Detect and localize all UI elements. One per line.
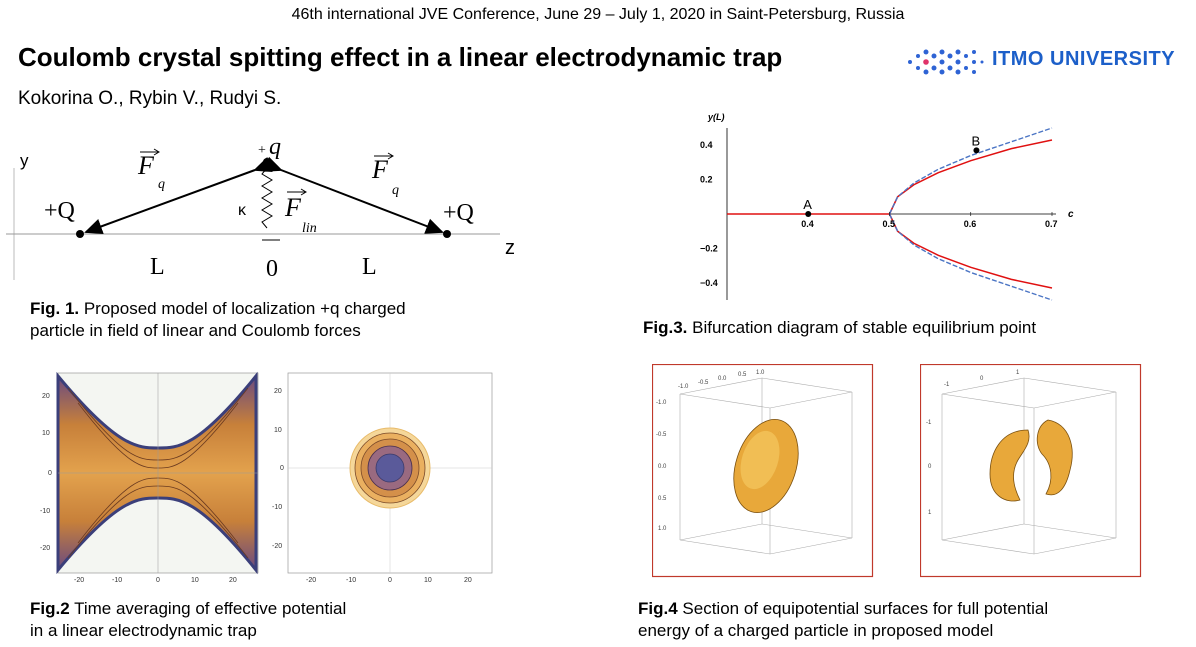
fig4-right-tick: 0 bbox=[980, 376, 984, 382]
fig3-point-label: A bbox=[803, 197, 812, 212]
fig4-caption: Fig.4 Section of equipotential surfaces … bbox=[638, 599, 1049, 640]
fig3-series-line bbox=[888, 213, 1053, 289]
fig4-left-side-tick: 0.5 bbox=[658, 496, 667, 502]
fig4-left-tick: -1.0 bbox=[678, 384, 689, 390]
fig2-right-tick-x: 0 bbox=[388, 577, 392, 584]
force-q-right: F q bbox=[371, 152, 399, 198]
fig3-caption: Fig.3. Bifurcation diagram of stable equ… bbox=[643, 318, 1037, 337]
fig2-left-tick-y: -10 bbox=[40, 508, 50, 515]
fig2-circle-inner bbox=[375, 453, 405, 483]
fig4-left-tick: 0.5 bbox=[738, 372, 747, 378]
dist-right-label: L bbox=[362, 254, 377, 280]
fig3-y-tick: 0.4 bbox=[700, 140, 713, 150]
fig4-right-tick: 1 bbox=[1016, 370, 1020, 376]
fig4-left-side-tick: -1.0 bbox=[656, 400, 667, 406]
svg-text:F: F bbox=[371, 155, 389, 184]
fig3-point-b bbox=[973, 147, 980, 154]
fig4-left-tick: 1.0 bbox=[756, 370, 765, 376]
fig3-x-tick: 0.5 bbox=[883, 219, 896, 229]
fig3-x-label: c bbox=[1068, 209, 1074, 220]
fig4-right-side-tick: 1 bbox=[928, 510, 932, 516]
svg-text:q: q bbox=[392, 183, 399, 198]
force-right-arrow bbox=[263, 156, 444, 234]
fig2-right-tick-y: -20 bbox=[272, 543, 282, 550]
charge-top-label: q bbox=[269, 138, 281, 160]
fig3-y-tick: −0.2 bbox=[700, 243, 718, 253]
charge-right-label: +Q bbox=[443, 200, 474, 226]
fig2-right-tick-y: 10 bbox=[274, 427, 282, 434]
fig1-y-label: y bbox=[20, 151, 29, 170]
fig2-left-tick-x: 10 bbox=[191, 577, 199, 584]
fig2-right-tick-x: -20 bbox=[306, 577, 316, 584]
fig3-x-tick: 0.6 bbox=[964, 219, 977, 229]
fig4-right-side-tick: 0 bbox=[928, 464, 932, 470]
svg-text:lin: lin bbox=[302, 221, 317, 236]
fig3-y-tick: 0.2 bbox=[700, 175, 713, 185]
charge-right-dot bbox=[443, 230, 451, 238]
fig2-caption: Fig.2 Time averaging of effective potent… bbox=[30, 599, 347, 640]
fig2-left-tick-x: -20 bbox=[74, 577, 84, 584]
fig2-left-tick-y: -20 bbox=[40, 545, 50, 552]
fig4-right-surface-left bbox=[989, 429, 1030, 502]
force-lin: F lin bbox=[284, 188, 317, 236]
fig3-y-label: y(L) bbox=[707, 112, 725, 122]
fig4-right-surface-right bbox=[1036, 419, 1073, 496]
fig2-right-plot: 20 10 0 -10 -20 -20 -10 0 10 20 bbox=[272, 372, 493, 584]
fig1-z-label: z bbox=[505, 237, 515, 259]
fig2-left-tick-x: 0 bbox=[156, 577, 160, 584]
charge-left-dot bbox=[76, 230, 84, 238]
fig1-caption: Fig. 1. Proposed model of localization +… bbox=[30, 299, 406, 340]
svg-text:F: F bbox=[137, 151, 155, 180]
fig3-y-tick: −0.4 bbox=[700, 278, 718, 288]
svg-text:q: q bbox=[158, 177, 165, 192]
fig2-right-tick-y: 0 bbox=[280, 465, 284, 472]
fig4-right-plot: -1 0 1 -1 0 1 bbox=[920, 364, 1142, 578]
fig2-right-tick-y: -10 bbox=[272, 504, 282, 511]
fig3-x-tick: 0.4 bbox=[801, 219, 814, 229]
fig2-right-tick-x: 10 bbox=[424, 577, 432, 584]
fig4-left-plot: -1.0 -0.5 0.0 0.5 1.0 -1.0 -0.5 0.0 0.5 … bbox=[652, 364, 874, 578]
spring-label: κ bbox=[238, 202, 247, 219]
fig4-left-side-tick: -0.5 bbox=[656, 432, 667, 438]
fig2-left-tick-y: 10 bbox=[42, 430, 50, 437]
fig3-series-line bbox=[888, 139, 1053, 215]
fig4-right-tick: -1 bbox=[944, 382, 950, 388]
fig3-point-label: B bbox=[971, 133, 980, 148]
charge-left-label: +Q bbox=[44, 198, 75, 224]
spring-icon bbox=[261, 167, 273, 229]
fig4-right-side-tick: -1 bbox=[926, 420, 932, 426]
fig4-left-side-tick: 0.0 bbox=[658, 464, 667, 470]
charge-top-sign: + bbox=[258, 143, 266, 158]
fig3-x-tick: 0.7 bbox=[1045, 219, 1058, 229]
fig4-left-tick: -0.5 bbox=[698, 380, 709, 386]
authors: Kokorina O., Rybin V., Rudyi S. bbox=[18, 88, 282, 109]
svg-text:F: F bbox=[284, 193, 302, 222]
fig4-left-side-tick: 1.0 bbox=[658, 526, 667, 532]
conference-banner: 46th international JVE Conference, June … bbox=[291, 6, 905, 23]
fig1-diagram: y z +Q +Q + q F q F q F lin κ L L 0 bbox=[6, 138, 515, 282]
fig3-point-a bbox=[805, 211, 812, 217]
fig2-left-tick-y: 0 bbox=[48, 470, 52, 477]
force-q-left: F q bbox=[137, 148, 165, 192]
fig2-left-tick-y: 20 bbox=[42, 393, 50, 400]
dist-left-label: L bbox=[150, 254, 165, 280]
force-left-arrow bbox=[84, 156, 273, 234]
itmo-dots-icon bbox=[908, 49, 984, 75]
fig3-chart: y(L) c 0.4 0.5 0.6 0.7 0.4 0.2 −0.2 −0.4 A B bbox=[700, 112, 1074, 301]
fig2-left-tick-x: -10 bbox=[112, 577, 122, 584]
page-title: Coulomb crystal spitting effect in a lin… bbox=[18, 42, 783, 72]
fig2-left-plot: 20 10 0 -10 -20 -20 -10 0 10 20 bbox=[40, 371, 259, 584]
fig4-left-tick: 0.0 bbox=[718, 376, 727, 382]
fig2-right-tick-y: 20 bbox=[274, 388, 282, 395]
fig2-right-tick-x: 20 bbox=[464, 577, 472, 584]
fig2-right-tick-x: -10 bbox=[346, 577, 356, 584]
itmo-logo: ITMO UNIVERSITY bbox=[900, 42, 1196, 82]
fig2-left-tick-x: 20 bbox=[229, 577, 237, 584]
logo-text: ITMO UNIVERSITY bbox=[992, 48, 1176, 70]
origin-label: 0 bbox=[266, 256, 278, 282]
